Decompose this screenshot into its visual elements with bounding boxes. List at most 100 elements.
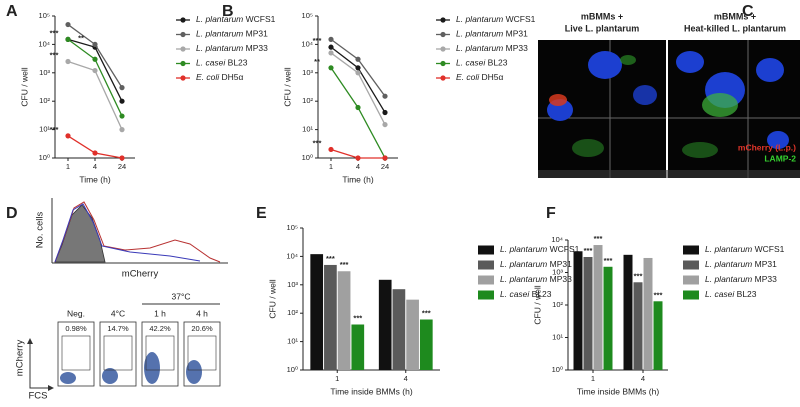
legend-swatch [478,275,494,285]
data-point [92,56,98,62]
data-point [355,70,361,76]
legend-swatch [683,290,699,300]
panel-label: C [742,3,754,20]
legend-label: L. casei BL23 [500,289,552,299]
y-axis-label: CFU / well [267,279,277,318]
data-point [92,41,98,48]
y-tick-label: 10³ [287,280,298,289]
data-point [355,155,361,161]
gate-percentage: 42.2% [149,324,171,333]
data-point [119,98,125,104]
legend-swatch [478,245,494,255]
data-point [65,36,71,42]
legend-swatch [180,17,186,23]
legend-swatch [180,46,186,52]
condition-label: Neg. [67,308,85,318]
y-axis-label: CFU / well [19,67,29,106]
significance: *** [313,36,322,45]
x-tick-label: 1 [66,162,70,171]
significance: ** [78,33,84,42]
data-point [65,133,71,139]
data-point [328,36,334,42]
micrograph-title: Heat-killed L. plantarum [684,23,786,33]
x-tick-label: 4 [641,374,645,383]
panel-label: A [6,3,18,20]
micrograph-title: Live L. plantarum [565,23,640,33]
legend-label: L. plantarum WCFS1 [705,244,785,254]
significance: *** [313,138,322,147]
legend-label: L. plantarum MP31 [456,29,528,39]
bar [419,319,433,370]
gate-percentage: 14.7% [107,324,129,333]
data-point [328,50,334,56]
condition-label: 37°C [172,291,191,301]
legend-swatch [683,275,699,285]
data-point [65,21,71,28]
y-tick-label: 10³ [39,68,50,77]
y-tick-label: 10⁵ [39,11,50,20]
y-axis-label: CFU / well [282,67,292,106]
data-point [65,58,71,65]
legend-swatch [440,60,446,67]
legend-label: L. plantarum MP31 [196,29,268,39]
bar [573,251,583,370]
gate-percentage: 20.6% [191,324,213,333]
data-point [355,65,361,71]
x-tick-label: 4 [93,162,97,171]
data-point [382,121,388,128]
legend-label: E. coli DH5α [196,72,244,82]
panel-label: D [6,205,18,222]
condition-label: 1 h [154,308,166,318]
series-line [330,67,386,159]
x-tick-label: 4 [404,374,408,383]
bar [324,264,337,370]
significance: *** [584,246,593,255]
legend-swatch [683,245,699,255]
significance: *** [50,125,59,134]
data-point [119,155,125,161]
y-tick-label: 10³ [552,267,563,276]
series-line [67,24,123,88]
x-axis-label: Time (h) [342,174,373,184]
panel-label: F [546,205,556,222]
y-tick-label: 10⁵ [302,11,313,20]
significance: *** [340,260,349,269]
legend-label: E. coli DH5α [456,72,504,82]
data-point [382,155,388,161]
data-point [92,150,98,156]
legend-swatch [180,75,186,81]
y-tick-label: 10⁵ [287,223,298,232]
y-tick-label: 10¹ [552,332,563,341]
y-tick-label: 10¹ [287,337,298,346]
significance: *** [50,28,59,37]
significance: *** [654,290,663,299]
significance: *** [353,313,362,322]
panel-label: E [256,205,267,222]
bar [310,254,324,370]
data-point [355,56,361,62]
legend-label: L. plantarum WCFS1 [196,14,276,24]
x-tick-label: 4 [356,162,360,171]
legend-label: L. plantarum WCFS1 [500,244,580,254]
significance: ** [314,57,320,66]
axis-label: FCS [29,391,48,402]
legend-swatch [440,75,446,81]
legend-swatch [478,260,494,270]
data-point [382,109,388,116]
data-point [119,85,125,91]
significance: *** [604,256,613,265]
y-tick-label: 10² [39,96,50,105]
x-axis-label: Time inside BMMs (h) [330,386,413,396]
legend-swatch [440,31,446,38]
legend-label: L. plantarum MP31 [500,259,572,269]
bar [406,299,419,370]
y-tick-label: 10⁰ [302,153,313,162]
y-tick-label: 10³ [302,68,313,77]
micrograph-title: mBMMs + [581,11,623,21]
bar [583,256,593,370]
bar [378,279,392,370]
y-tick-label: 10² [552,300,563,309]
x-tick-label: 1 [335,374,339,383]
legend-swatch [180,31,186,38]
